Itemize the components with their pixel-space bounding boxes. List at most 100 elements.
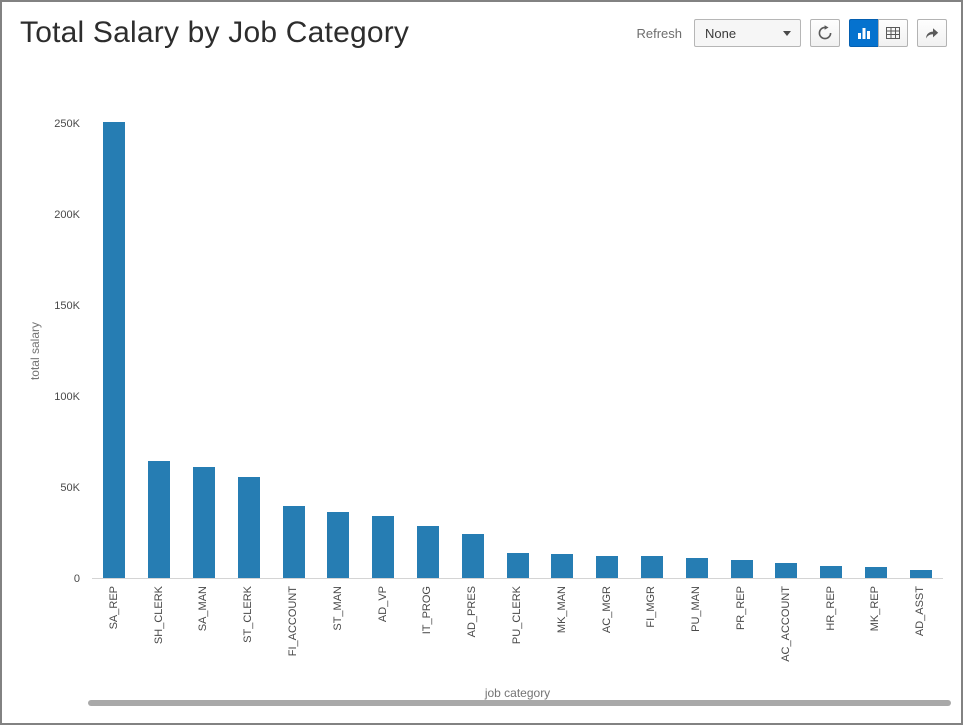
refresh-select-value: None (705, 25, 737, 41)
region-header: Total Salary by Job Category Refresh Non… (2, 2, 961, 72)
bar-column (585, 124, 630, 578)
x-tick-cell: AD_PRES (450, 586, 495, 686)
bar-ad_pres[interactable] (461, 534, 484, 578)
x-tick-cell: MK_MAN (540, 586, 585, 686)
data-grid-icon (885, 25, 901, 41)
bar-mk_man[interactable] (551, 554, 574, 578)
x-tick-cell: SA_REP (92, 586, 137, 686)
x-tick-label: ST_CLERK (242, 586, 255, 643)
x-tick-label: AD_ASST (914, 586, 927, 637)
y-axis-ticks: 0 50K 100K 150K 200K 250K (2, 118, 80, 585)
refresh-button[interactable] (810, 19, 840, 47)
bar-column (674, 124, 719, 578)
bar-pu_man[interactable] (685, 557, 708, 578)
bar-column (630, 124, 675, 578)
bar-mk_rep[interactable] (864, 567, 887, 578)
x-tick-label: HR_REP (824, 586, 837, 631)
bar-column (495, 124, 540, 578)
bar-chart-icon (856, 25, 872, 41)
x-tick-cell: AC_MGR (585, 586, 630, 686)
chart-view-button[interactable] (849, 19, 879, 47)
x-tick-label: PU_CLERK (511, 586, 524, 645)
x-tick-cell: AD_VP (361, 586, 406, 686)
bar-ad_vp[interactable] (372, 516, 395, 578)
bar-column (226, 124, 271, 578)
x-tick-cell: PU_CLERK (495, 586, 540, 686)
bar-it_prog[interactable] (416, 525, 439, 578)
y-tick-label: 0 (73, 573, 80, 585)
x-axis-ticks: SA_REP SH_CLERK SA_MAN ST_CLERK FI_ACCOUNT ST… (92, 586, 943, 686)
x-tick-cell: FI_MGR (630, 586, 675, 686)
bar-column (92, 122, 137, 578)
bar-column (137, 124, 182, 578)
x-tick-cell: AC_ACCOUNT (764, 586, 809, 686)
y-tick-label: 200K (54, 209, 80, 221)
bar-sa_man[interactable] (192, 466, 215, 578)
bar-column (361, 124, 406, 578)
page-title: Total Salary by Job Category (20, 16, 410, 49)
x-tick-cell: FI_ACCOUNT (271, 586, 316, 686)
bar-sa_rep[interactable] (103, 122, 126, 578)
bar-pr_rep[interactable] (730, 559, 753, 578)
x-tick-label: SA_REP (107, 586, 120, 630)
x-tick-cell: MK_REP (854, 586, 899, 686)
x-tick-label: IT_PROG (421, 586, 434, 635)
x-tick-label: PU_MAN (690, 586, 703, 632)
x-axis-title: job category (484, 686, 551, 700)
x-tick-cell: PU_MAN (674, 586, 719, 686)
table-view-button[interactable] (878, 19, 908, 47)
x-tick-label: AC_MGR (600, 586, 613, 634)
x-tick-label: MK_REP (869, 586, 882, 632)
bar-ad_asst[interactable] (909, 570, 932, 578)
y-tick-label: 50K (60, 482, 80, 494)
refresh-label: Refresh (636, 25, 682, 41)
chevron-down-icon (783, 30, 791, 36)
x-tick-label: MK_MAN (555, 586, 568, 634)
x-tick-label: FI_ACCOUNT (287, 586, 300, 657)
x-tick-label: AD_VP (376, 586, 389, 623)
bar-column (809, 124, 854, 578)
x-tick-label: PR_REP (735, 586, 748, 631)
x-tick-label: AD_PRES (466, 586, 479, 638)
bar-column (898, 124, 943, 578)
horizontal-scrollbar[interactable] (88, 700, 951, 706)
x-tick-cell: PR_REP (719, 586, 764, 686)
bar-column (450, 124, 495, 578)
y-tick-label: 100K (54, 391, 80, 403)
x-tick-cell: ST_CLERK (226, 586, 271, 686)
bar-column (406, 124, 451, 578)
x-tick-cell: ST_MAN (316, 586, 361, 686)
bar-st_clerk[interactable] (237, 476, 260, 578)
x-tick-cell: IT_PROG (406, 586, 451, 686)
bar-ac_mgr[interactable] (596, 556, 619, 578)
bar-st_man[interactable] (327, 511, 350, 578)
header-controls: Refresh None (636, 16, 947, 47)
view-toggle-group (849, 19, 908, 47)
bar-column (316, 124, 361, 578)
bar-sh_clerk[interactable] (148, 460, 171, 578)
bar-chart: total salary 0 50K 100K 150K 200K 250K SA_REP… (2, 72, 961, 712)
refresh-interval-select[interactable]: None (694, 19, 801, 47)
share-button[interactable] (917, 19, 947, 47)
bar-column (271, 124, 316, 578)
forward-arrow-icon (924, 25, 940, 41)
x-tick-label: SH_CLERK (152, 586, 165, 645)
x-tick-cell: AD_ASST (898, 586, 943, 686)
bar-fi_mgr[interactable] (640, 556, 663, 578)
x-tick-cell: SA_MAN (182, 586, 227, 686)
bar-fi_account[interactable] (282, 505, 305, 578)
x-tick-cell: HR_REP (809, 586, 854, 686)
x-tick-cell: SH_CLERK (137, 586, 182, 686)
bar-ac_account[interactable] (775, 562, 798, 578)
x-tick-label: FI_MGR (645, 586, 658, 628)
bar-column (764, 124, 809, 578)
bar-column (719, 124, 764, 578)
y-tick-label: 250K (54, 118, 80, 130)
bar-hr_rep[interactable] (820, 566, 843, 578)
x-tick-label: ST_MAN (331, 586, 344, 631)
plot-area (92, 122, 943, 579)
bar-pu_clerk[interactable] (506, 552, 529, 578)
refresh-icon (817, 25, 833, 41)
bar-column (854, 124, 899, 578)
bar-column (540, 124, 585, 578)
